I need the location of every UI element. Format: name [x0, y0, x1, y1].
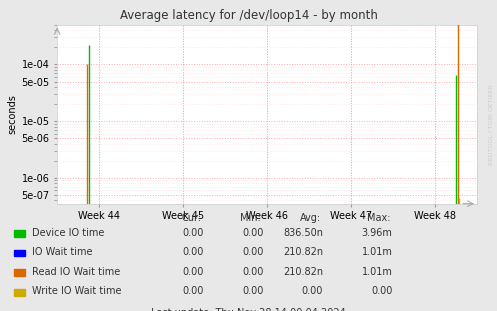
Text: Min:: Min: [240, 213, 261, 223]
Text: 210.82n: 210.82n [283, 247, 323, 257]
Text: 3.96m: 3.96m [362, 228, 393, 238]
Text: 0.00: 0.00 [242, 247, 263, 257]
Text: 1.01m: 1.01m [362, 247, 393, 257]
Text: Write IO Wait time: Write IO Wait time [32, 286, 122, 296]
Text: 1.01m: 1.01m [362, 267, 393, 277]
Text: Max:: Max: [367, 213, 390, 223]
Text: 0.00: 0.00 [182, 247, 204, 257]
Text: Read IO Wait time: Read IO Wait time [32, 267, 121, 277]
Text: 0.00: 0.00 [182, 228, 204, 238]
Text: 0.00: 0.00 [302, 286, 323, 296]
Text: Last update: Thu Nov 28 14:00:04 2024: Last update: Thu Nov 28 14:00:04 2024 [151, 308, 346, 311]
Text: 0.00: 0.00 [182, 267, 204, 277]
Text: 0.00: 0.00 [371, 286, 393, 296]
Text: 836.50n: 836.50n [283, 228, 323, 238]
Text: Device IO time: Device IO time [32, 228, 105, 238]
Text: 210.82n: 210.82n [283, 267, 323, 277]
Text: IO Wait time: IO Wait time [32, 247, 93, 257]
Text: RRDTOOL / TOBI OETIKER: RRDTOOL / TOBI OETIKER [489, 84, 494, 165]
Text: Cur:: Cur: [181, 213, 201, 223]
Text: Average latency for /dev/loop14 - by month: Average latency for /dev/loop14 - by mon… [120, 9, 377, 22]
Text: 0.00: 0.00 [182, 286, 204, 296]
Text: Avg:: Avg: [299, 213, 321, 223]
Text: 0.00: 0.00 [242, 286, 263, 296]
Text: 0.00: 0.00 [242, 267, 263, 277]
Y-axis label: seconds: seconds [7, 94, 17, 134]
Text: 0.00: 0.00 [242, 228, 263, 238]
